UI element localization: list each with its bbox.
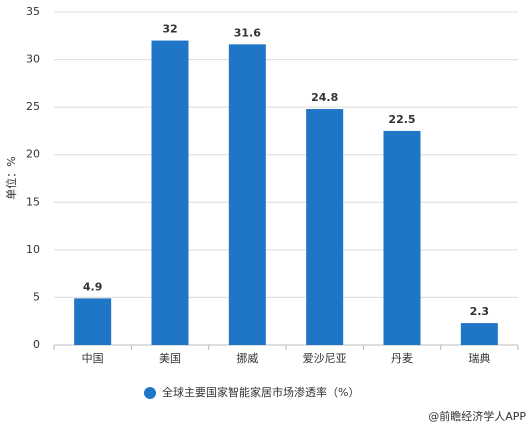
footer: @前瞻经济学人APP bbox=[428, 409, 526, 423]
x-tick-label: 挪威 bbox=[236, 351, 258, 365]
y-tick-label: 25 bbox=[26, 100, 40, 113]
y-tick-label: 30 bbox=[26, 53, 40, 66]
bar bbox=[228, 44, 266, 345]
value-label: 32 bbox=[162, 23, 177, 36]
y-tick-label: 15 bbox=[26, 195, 40, 208]
value-label: 2.3 bbox=[470, 305, 490, 318]
x-tick-label: 丹麦 bbox=[391, 352, 413, 365]
y-tick-label: 35 bbox=[26, 5, 40, 18]
legend-label: 全球主要国家智能家居市场渗透率（%） bbox=[162, 385, 359, 399]
bar bbox=[151, 40, 189, 346]
x-tick-label: 中国 bbox=[82, 352, 104, 365]
legend-marker bbox=[144, 387, 156, 399]
value-label: 31.6 bbox=[234, 26, 261, 39]
bar bbox=[383, 130, 421, 345]
x-tick-label: 爱沙尼亚 bbox=[303, 352, 347, 365]
y-tick-label: 20 bbox=[26, 148, 40, 161]
y-tick-label: 10 bbox=[26, 243, 40, 256]
y-tick-label: 0 bbox=[33, 338, 40, 351]
bar bbox=[460, 323, 498, 345]
y-axis-label: 单位：% bbox=[4, 156, 18, 199]
value-label: 4.9 bbox=[83, 280, 103, 293]
y-tick-label: 5 bbox=[33, 290, 40, 303]
x-tick-label: 美国 bbox=[159, 352, 181, 365]
bar bbox=[74, 298, 112, 345]
x-tick-label: 瑞典 bbox=[468, 351, 490, 365]
bar bbox=[306, 109, 344, 345]
value-label: 24.8 bbox=[311, 91, 338, 104]
value-label: 22.5 bbox=[388, 113, 415, 126]
